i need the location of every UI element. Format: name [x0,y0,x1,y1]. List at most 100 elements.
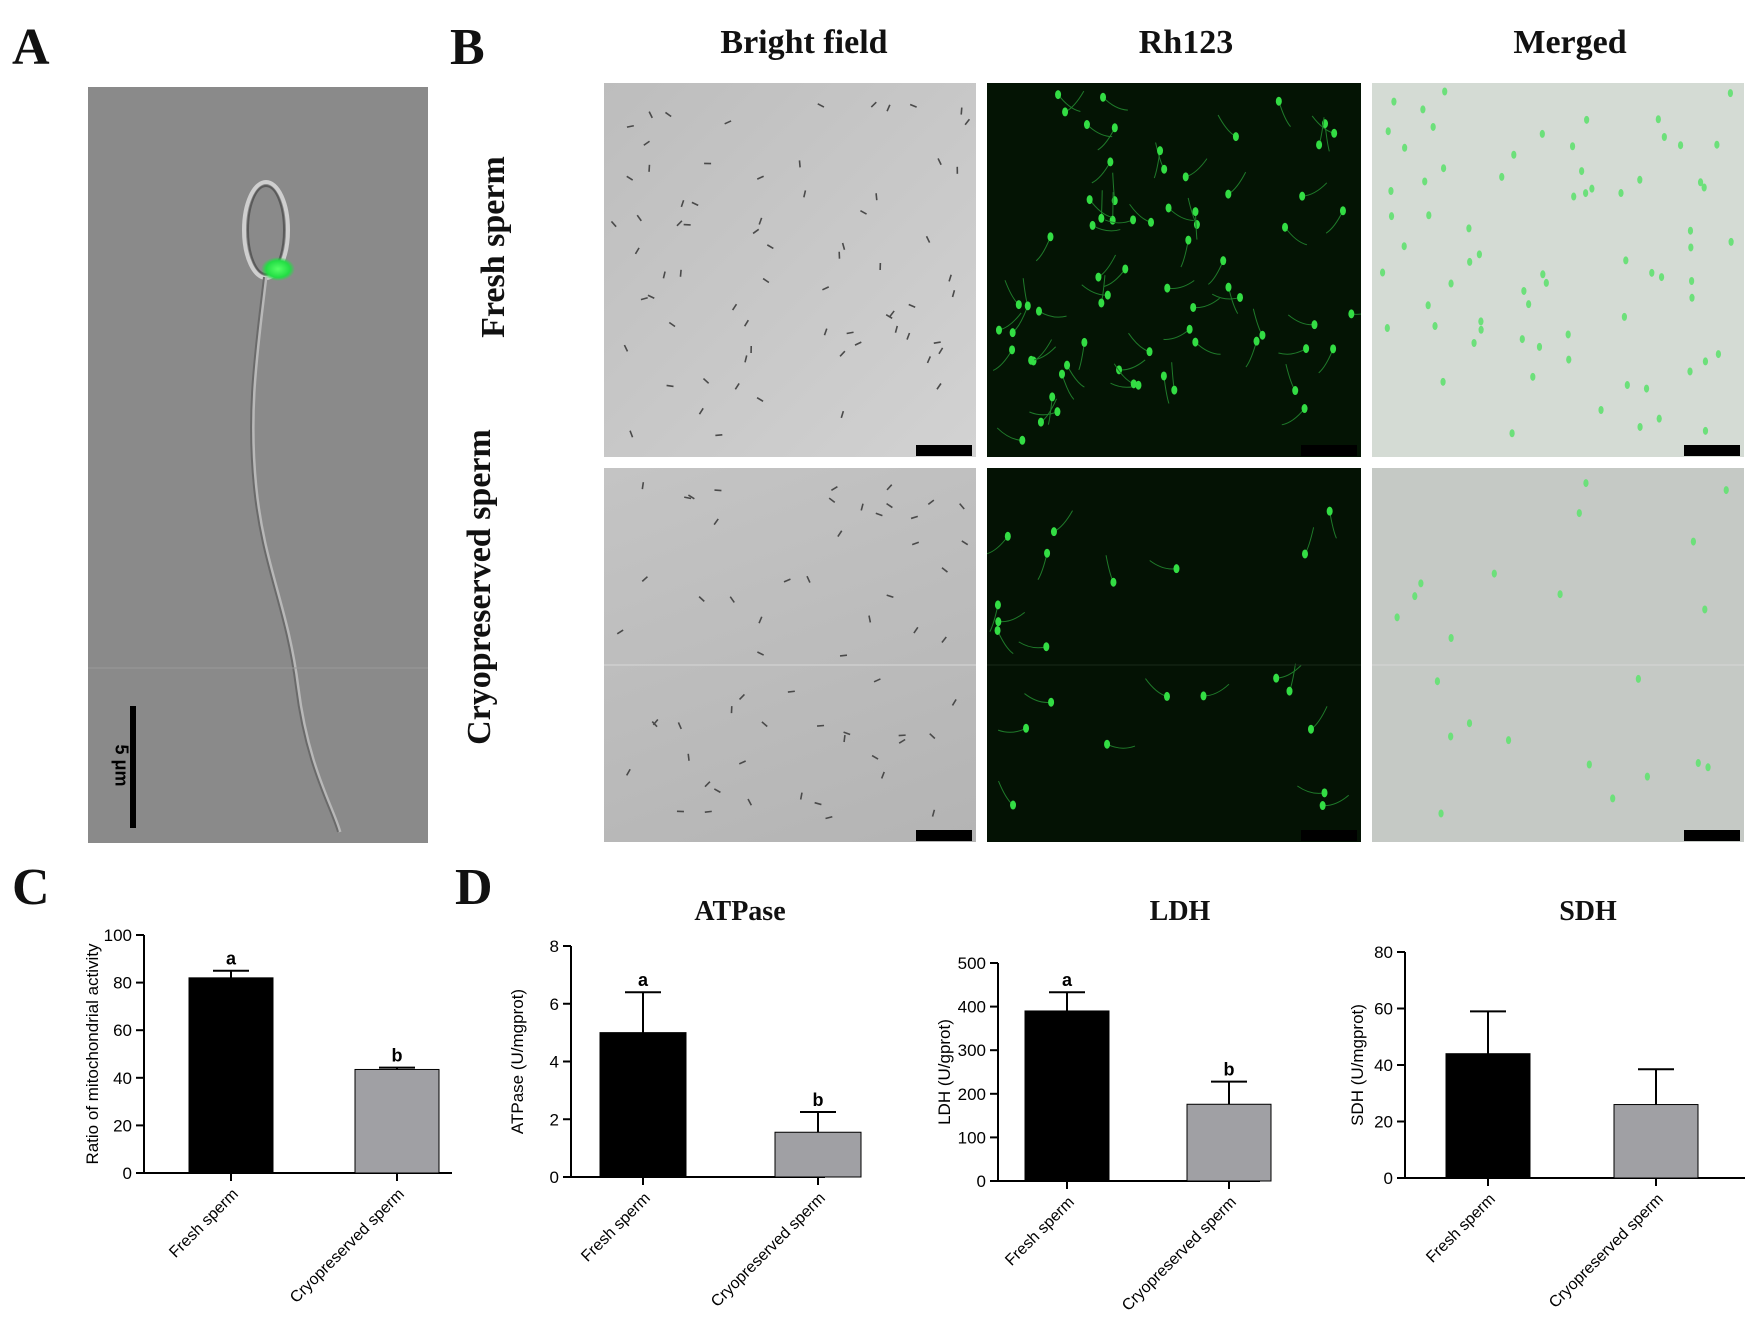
sperm-cell [1448,279,1454,288]
sperm-cell [1677,141,1684,150]
sperm-cell [1316,117,1325,150]
sperm-cell [889,310,895,317]
sperm-cell [1192,207,1199,240]
chart-sdh: 0 20 40 60 80 SDH (U/mgprot) Fresh sperm Cryopr… [1348,943,1745,1312]
y-tick-label: 100 [958,1128,986,1147]
sperm-cell [1701,183,1707,192]
sperm-cell [1095,254,1117,282]
sperm-cell [1471,339,1477,348]
sperm-cell [992,345,1016,371]
sperm-cell [1702,357,1709,366]
sperm-cell [1379,268,1386,277]
sperm-cell [910,515,919,520]
sperm-cell [758,616,763,624]
sperm-cell [964,118,971,126]
sperm-cell [894,325,899,333]
sperm-cell [1426,211,1432,220]
x-tick-label: Cryopreserved sperm [708,1190,829,1311]
y-tick-label: 200 [958,1085,986,1104]
sperm-cell [1425,301,1431,310]
sperm-cell [941,567,948,573]
sperm-cell [931,809,936,817]
sperm-cell [886,594,894,598]
sperm-cell [909,103,917,108]
sperm-cell [873,678,881,683]
y-axis-label: ATPase (U/mgprot) [508,989,527,1134]
sperm-cell [1584,115,1590,124]
sperm-cell [1022,278,1031,311]
sperm-cell [1273,665,1302,683]
sperm-cell [1530,372,1536,381]
sperm-cell [1091,157,1114,184]
sperm-cell [1388,212,1395,221]
x-tick-label: Fresh sperm [578,1190,654,1266]
panel-letter-b: B [450,19,485,76]
sperm-cell [734,383,740,390]
sperm-cell [1149,560,1180,574]
x-tick-label: Cryopreserved sperm [1119,1194,1240,1315]
sperm-cell [641,482,645,490]
sperm-cell [868,615,872,623]
sperm-cell [1714,140,1720,149]
sperm-cell [839,350,846,357]
sperm-cell [724,120,732,125]
sperm-cell [1583,479,1589,488]
sperm-cell [951,699,957,706]
sperm-cell [1113,363,1137,389]
sperm-cell [929,733,936,740]
sperm-cell [758,217,763,225]
sperm-cell [1440,377,1446,386]
sperm-cell [1705,763,1711,772]
sperm-cell [1302,527,1315,559]
sperm-cell [1412,592,1418,601]
sperm-cell [1643,384,1650,393]
sperm-cell [691,201,699,207]
sperm-cell [1110,380,1142,390]
sperm-cell [1278,344,1310,355]
sperm-cell [1566,355,1572,364]
row-header-fresh: Fresh sperm [475,156,512,338]
sperm-cell [1208,256,1227,285]
sperm-cell [1018,641,1050,652]
sperm-cell [1047,392,1056,425]
sperm-cell [987,531,1011,555]
row-header-cryo: Cryopreserved sperm [461,429,498,745]
sperm-cell [1009,308,1028,338]
sperm-cell [616,629,624,635]
sperm-cell [1430,122,1436,131]
y-tick-label: 20 [113,1116,132,1135]
sperm-cell [1394,613,1400,622]
x-tick-label: Fresh sperm [166,1186,242,1262]
sperm-cell [823,328,828,336]
sperm-cell [747,798,753,806]
sperm-cell [841,242,846,250]
sperm-cell [679,269,682,277]
sperm-cell [626,124,634,128]
sperm-cell [799,792,803,800]
y-tick-label: 40 [113,1069,132,1088]
sperm-cell [1402,143,1408,152]
scale-bar [1684,830,1740,841]
sperm-cell [1656,414,1662,423]
sperm-cell [1499,172,1505,181]
sperm-cell [1448,732,1454,741]
sperm-cell [641,576,648,582]
sperm-cell [926,356,932,364]
sperm-cell [1384,324,1390,333]
y-tick-label: 60 [1374,1000,1393,1019]
sperm-cell [1687,226,1694,235]
x-tick-label: Cryopreserved sperm [1546,1191,1667,1312]
sperm-cell [1637,422,1643,431]
sperm-cell [1621,312,1628,321]
sperm-cell [994,625,1014,655]
scale-bar [916,445,972,456]
image-cryo-merged [1372,468,1744,842]
sperm-cell [1505,736,1512,745]
y-tick-label: 300 [958,1041,986,1060]
sperm-cell [1055,90,1081,113]
sperm-cell [1649,268,1655,277]
sperm-cell [677,722,682,730]
sperm-cell [634,247,640,255]
scale-bar-vertical [130,706,136,828]
